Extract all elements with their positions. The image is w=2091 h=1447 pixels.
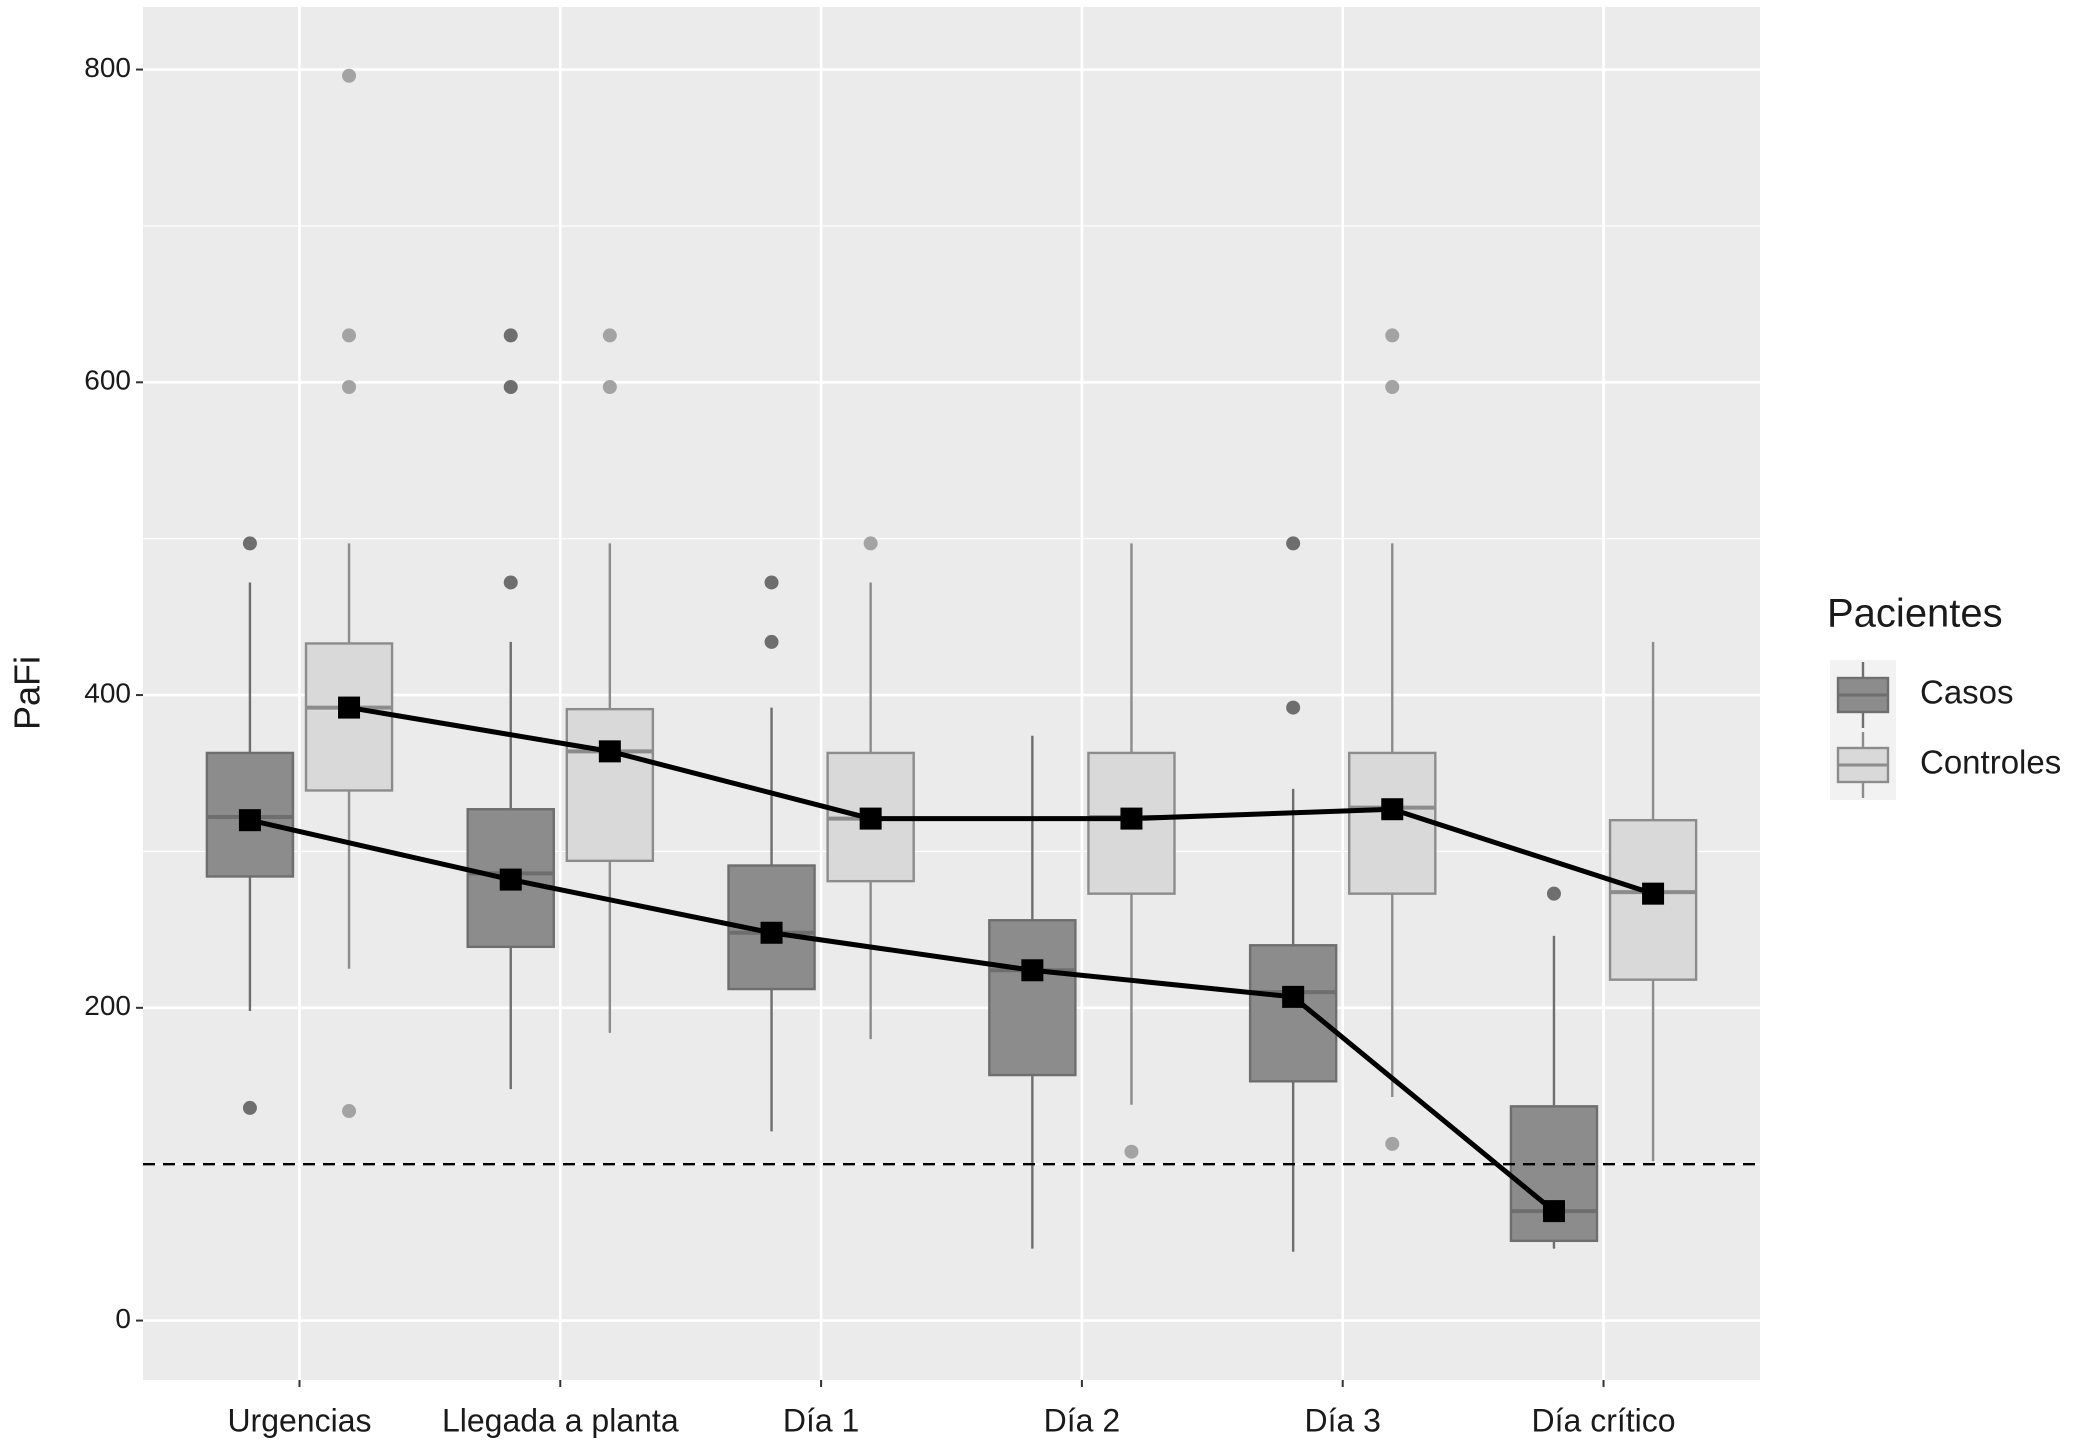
outlier <box>1286 700 1301 715</box>
mean-point <box>1021 959 1044 982</box>
legend-label: Controles <box>1920 744 2061 781</box>
outlier <box>1286 536 1301 551</box>
x-tick-label: Urgencias <box>227 1402 371 1438</box>
outlier <box>342 328 357 343</box>
outlier <box>242 1100 257 1115</box>
mean-point <box>238 809 261 832</box>
y-tick-label: 800 <box>84 52 131 83</box>
outlier <box>1124 1144 1139 1159</box>
x-tick-label: Día 1 <box>783 1402 859 1438</box>
x-tick-label: Día 3 <box>1304 1402 1380 1438</box>
mean-point <box>760 921 783 944</box>
y-tick-label: 400 <box>84 677 131 708</box>
outlier <box>342 379 357 394</box>
mean-line <box>348 705 1654 897</box>
mean-point <box>1120 807 1143 830</box>
mean-point <box>1381 798 1404 821</box>
outlier <box>764 575 779 590</box>
y-tick-label: 0 <box>115 1303 131 1334</box>
outlier <box>1385 328 1400 343</box>
box <box>1087 751 1176 895</box>
box <box>988 919 1077 1077</box>
outlier <box>503 328 518 343</box>
y-tick-label: 600 <box>84 365 131 396</box>
box <box>1348 751 1437 895</box>
y-axis-label: PaFi <box>7 656 48 730</box>
y-tick-label: 200 <box>84 990 131 1021</box>
outlier <box>764 634 779 649</box>
outlier <box>863 536 878 551</box>
outlier <box>342 68 357 83</box>
box <box>1248 944 1338 1083</box>
mean-point <box>598 740 621 763</box>
outlier <box>242 536 257 551</box>
box <box>565 707 655 863</box>
mean-point <box>499 868 522 891</box>
mean-point <box>1642 882 1665 905</box>
mean-point <box>859 807 882 830</box>
mean-point <box>338 696 361 719</box>
legend-title: Pacientes <box>1827 592 2003 636</box>
mean-point <box>1542 1200 1565 1223</box>
outlier <box>503 575 518 590</box>
outlier <box>602 379 617 394</box>
legend-label: Casos <box>1920 674 2014 711</box>
mean-line <box>249 817 1556 1214</box>
x-tick-label: Llegada a planta <box>442 1402 679 1438</box>
x-tick-label: Día 2 <box>1044 1402 1120 1438</box>
outlier <box>602 328 617 343</box>
outlier <box>1385 379 1400 394</box>
outlier <box>1546 886 1561 901</box>
outlier <box>342 1104 357 1119</box>
outlier <box>503 379 518 394</box>
plot-panel <box>143 7 1760 1380</box>
mean-point <box>1282 985 1305 1008</box>
outlier <box>1385 1136 1400 1151</box>
x-tick-label: Día crítico <box>1532 1402 1676 1438</box>
